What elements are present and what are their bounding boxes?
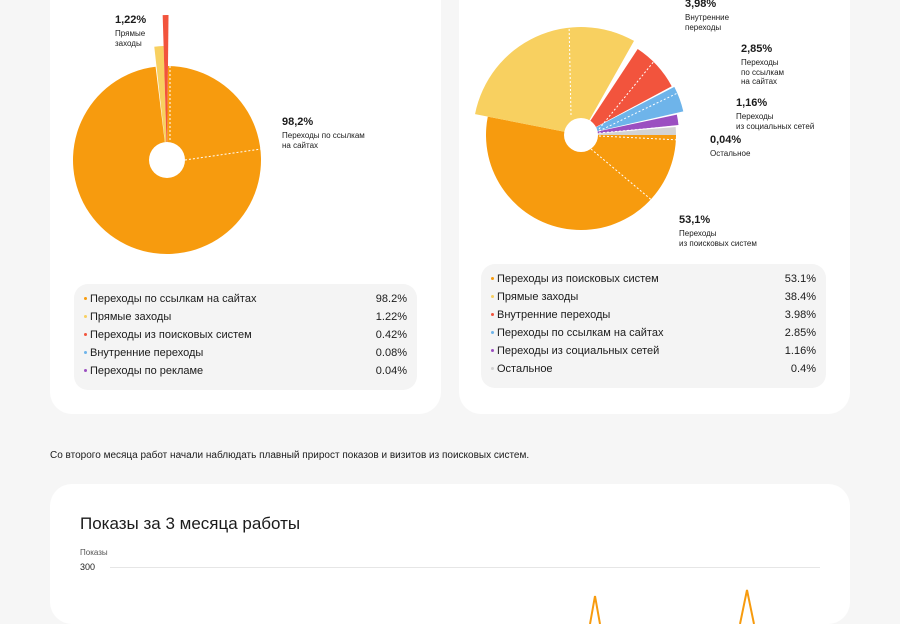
line-chart [589, 589, 755, 624]
legend-value: 1.16% [784, 345, 816, 357]
callout-pct: 2,85% [741, 43, 773, 55]
pie-slice-search [486, 116, 676, 230]
legend-value: 1.22% [375, 311, 407, 323]
callout-text: Внутренние переходы [685, 13, 730, 32]
callout-pct: 1,16% [736, 97, 768, 109]
legend-dot [491, 277, 494, 280]
legend-name: Внутренние переходы [90, 347, 204, 359]
legend-name: Переходы по ссылкам на сайтах [90, 293, 257, 305]
legend-dot [491, 367, 494, 370]
callout-search: 53,1% Переходы из поисковых систем [679, 213, 757, 248]
legend-name: Переходы из социальных сетей [497, 345, 660, 357]
callout-pct: 53,1% [679, 214, 711, 226]
legend-dot [84, 369, 87, 372]
series-line-peak [589, 595, 601, 624]
callout-links: 2,85% Переходы по ссылкам на сайтах [741, 42, 784, 87]
legend-value: 3.98% [784, 309, 816, 321]
pie-center-hole [564, 118, 598, 152]
callout-text: Прямые заходы [115, 29, 146, 48]
pie-slice-internal [581, 49, 672, 135]
callout-internal: 3,98% Внутренние переходы [685, 0, 729, 32]
legend-dot [84, 315, 87, 318]
pie-slice-direct [154, 46, 167, 160]
callout-pct: 3,98% [685, 0, 717, 10]
callout-text: Переходы по ссылкам на сайтах [282, 131, 365, 150]
legend-name: Переходы по ссылкам на сайтах [497, 327, 664, 339]
callout-pct: 98,2% [282, 116, 314, 128]
legend-name: Переходы по рекламе [90, 365, 204, 377]
legend-value: 38.4% [784, 291, 816, 303]
legend-dot [491, 331, 494, 334]
impressions-chart-card: Показы за 3 месяца работы Показы 300 [50, 484, 850, 624]
pie-slice-direct [475, 27, 635, 135]
legend-row: Внутренние переходы 0.08% [74, 345, 417, 363]
legend-value: 0.04% [375, 365, 407, 377]
legend-table-1: Переходы по ссылкам на сайтах 98.2% Прям… [74, 284, 417, 390]
pie-slice-other [581, 126, 676, 135]
legend-value: 0.42% [375, 329, 407, 341]
callout-leader [598, 135, 722, 143]
legend-row: Переходы по ссылкам на сайтах 98.2% [74, 291, 417, 309]
legend-name: Прямые заходы [90, 311, 172, 323]
legend-name: Остальное [497, 363, 553, 375]
legend-table-2: Переходы из поисковых систем 53.1% Прямы… [481, 264, 826, 388]
legend-dot [491, 295, 494, 298]
callout-leader [598, 121, 722, 134]
callout-leader [598, 71, 722, 132]
traffic-sources-card-2: 3,98% Внутренние переходы 2,85% Переходы… [459, 0, 850, 414]
legend-value: 0.08% [375, 347, 407, 359]
legend-name: Внутренние переходы [497, 309, 611, 321]
callout-text: Переходы из социальных сетей [736, 112, 815, 131]
callout-text: Переходы из поисковых систем [679, 229, 757, 248]
callout-links: 98,2% Переходы по ссылкам на сайтах [282, 115, 365, 150]
pie-chart-1 [72, 14, 276, 254]
legend-dot [84, 351, 87, 354]
pie-slice-links [581, 86, 684, 135]
callout-pct: 0,04% [710, 134, 742, 146]
legend-row: Переходы из социальных сетей 1.16% [481, 343, 826, 361]
legend-value: 98.2% [375, 293, 407, 305]
legend-row: Внутренние переходы 3.98% [481, 307, 826, 325]
series-line-peak [739, 589, 755, 624]
legend-dot [84, 297, 87, 300]
callout-leader [598, 27, 682, 130]
pie-chart-2 [475, 0, 722, 230]
y-axis-label: Показы [80, 548, 108, 557]
description-text: Со второго месяца работ начали наблюдать… [50, 450, 530, 461]
pie-slice-search [162, 14, 169, 160]
pie-center-hole [149, 142, 185, 178]
callout-social: 1,16% Переходы из социальных сетей [736, 96, 814, 131]
legend-dot [84, 333, 87, 336]
chart-title: Показы за 3 месяца работы [80, 514, 301, 533]
callout-text: Переходы по ссылкам на сайтах [741, 58, 785, 86]
legend-name: Прямые заходы [497, 291, 579, 303]
legend-row: Переходы по рекламе 0.04% [74, 363, 417, 381]
callout-leader [590, 148, 674, 219]
legend-name: Переходы из поисковых систем [497, 273, 659, 285]
legend-name: Переходы из поисковых систем [90, 329, 252, 341]
callout-direct: 1,22% Прямые заходы [115, 13, 146, 48]
callout-leader [184, 146, 276, 161]
legend-dot [491, 349, 494, 352]
callout-other: 0,04% Остальное [710, 133, 750, 159]
legend-row: Прямые заходы 1.22% [74, 309, 417, 327]
legend-value: 2.85% [784, 327, 816, 339]
traffic-sources-card-1: 1,22% Прямые заходы 98,2% Переходы по сс… [50, 0, 441, 414]
y-tick-label: 300 [80, 562, 96, 572]
legend-row: Переходы из поисковых систем 0.42% [74, 327, 417, 345]
legend-row: Прямые заходы 38.4% [481, 289, 826, 307]
legend-value: 0.4% [790, 363, 816, 375]
legend-value: 53.1% [784, 273, 816, 285]
pie-slice-social [581, 114, 679, 135]
legend-row: Переходы по ссылкам на сайтах 2.85% [481, 325, 826, 343]
legend-row: Остальное 0.4% [481, 361, 826, 379]
legend-dot [491, 313, 494, 316]
callout-pct: 1,22% [115, 14, 147, 26]
legend-row: Переходы из поисковых систем 53.1% [481, 271, 826, 289]
gridline [110, 567, 820, 568]
callout-text: Остальное [710, 149, 751, 158]
